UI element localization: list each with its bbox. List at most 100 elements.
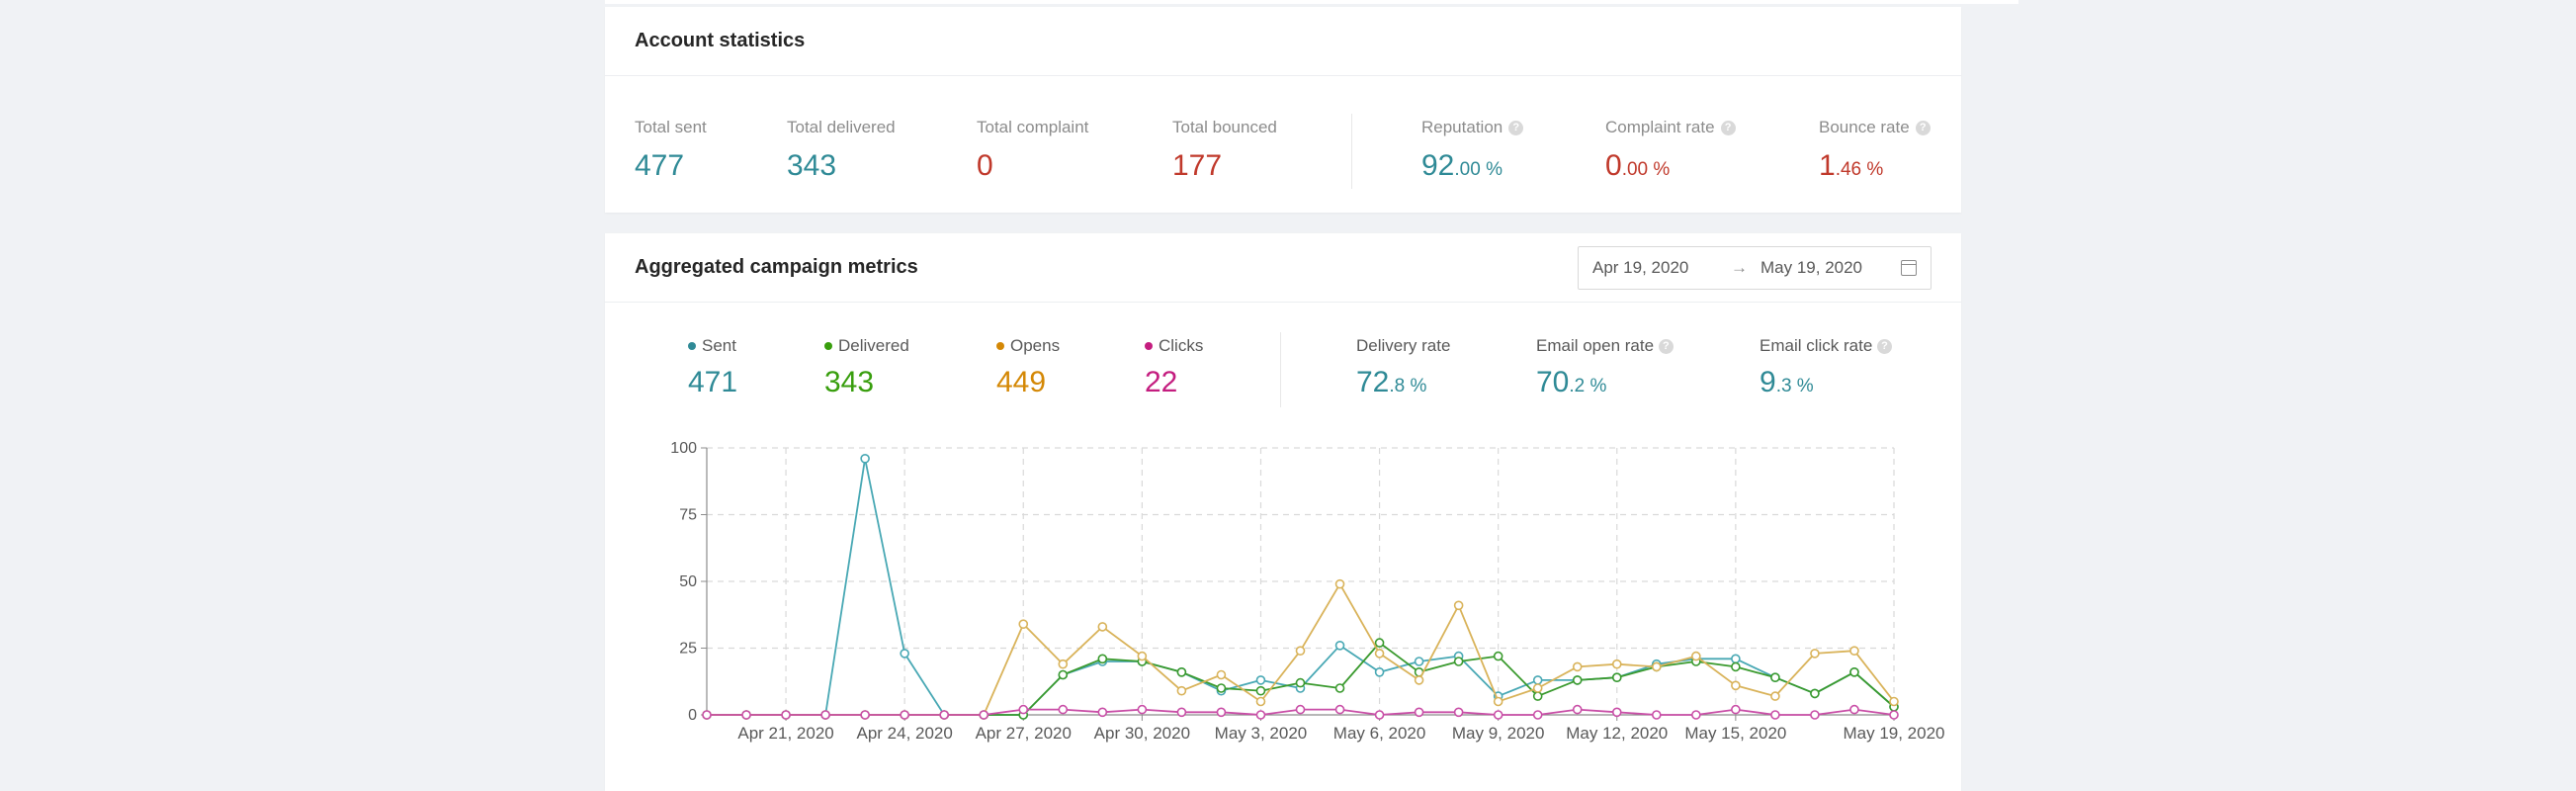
x-tick-label: Apr 27, 2020 bbox=[976, 724, 1072, 743]
x-tick-label: May 19, 2020 bbox=[1843, 724, 1944, 743]
y-tick-label: 75 bbox=[679, 507, 697, 524]
legend-delivered[interactable]: Delivered 343 bbox=[824, 336, 909, 399]
data-point-delivered bbox=[1731, 661, 1741, 672]
y-tick-label: 50 bbox=[679, 573, 697, 590]
data-point-clicks bbox=[1097, 707, 1108, 718]
help-icon[interactable]: ? bbox=[1915, 120, 1931, 135]
stat-label: Complaint rate ? bbox=[1605, 118, 1736, 137]
stat-total-delivered: Total delivered 343 bbox=[787, 118, 896, 183]
stat-value: 343 bbox=[787, 149, 837, 182]
data-point-opens bbox=[1453, 600, 1464, 611]
data-point-clicks bbox=[1334, 704, 1345, 715]
series-line-sent bbox=[707, 457, 1895, 716]
data-point-opens bbox=[1611, 659, 1622, 669]
chart-grid bbox=[707, 447, 1895, 715]
data-point-clicks bbox=[979, 710, 989, 720]
metric-email-click-rate: Email click rate ? 9.3 % bbox=[1760, 336, 1893, 399]
metric-label: Email click rate ? bbox=[1760, 336, 1893, 356]
campaign-line-chart[interactable]: 0 25 50 75 100 Apr 21, 2020 Apr 24, 2020 Apr 27… bbox=[605, 233, 1961, 791]
metric-value-frac: .2 % bbox=[1569, 376, 1607, 396]
data-point-delivered bbox=[1453, 657, 1464, 666]
help-icon[interactable]: ? bbox=[1877, 338, 1893, 354]
data-point-clicks bbox=[1810, 710, 1820, 720]
data-point-delivered bbox=[1295, 677, 1306, 688]
data-point-clicks bbox=[1216, 707, 1227, 718]
stat-label: Total bounced bbox=[1172, 118, 1277, 136]
legend-label: Clicks bbox=[1145, 336, 1203, 356]
stat-bounce-rate: Bounce rate ? 1.46 % bbox=[1819, 118, 1931, 183]
stat-value: 0.00 % bbox=[1605, 149, 1736, 183]
stat-label: Bounce rate ? bbox=[1819, 118, 1931, 137]
stat-value-int: 1 bbox=[1819, 149, 1836, 182]
stat-label-text: Bounce rate bbox=[1819, 118, 1910, 136]
metric-label-text: Email open rate bbox=[1536, 336, 1655, 355]
data-point-clicks bbox=[1453, 707, 1464, 718]
date-range-end[interactable]: May 19, 2020 bbox=[1760, 257, 1863, 277]
legend-dot-icon bbox=[824, 342, 832, 350]
legend-dot-icon bbox=[1145, 342, 1153, 350]
data-point-clicks bbox=[1532, 710, 1543, 720]
legend-label-text: Delivered bbox=[838, 336, 909, 355]
calendar-icon[interactable] bbox=[1901, 259, 1917, 276]
stat-label: Total delivered bbox=[787, 118, 896, 136]
metric-email-open-rate: Email open rate ? 70.2 % bbox=[1536, 336, 1674, 399]
metric-value: 70.2 % bbox=[1536, 366, 1674, 399]
date-range-arrow-icon: → bbox=[1731, 257, 1748, 277]
stat-value-frac: .00 % bbox=[1454, 159, 1503, 180]
legend-opens[interactable]: Opens 449 bbox=[996, 336, 1060, 399]
x-tick-label: May 6, 2020 bbox=[1333, 724, 1426, 743]
data-point-clicks bbox=[1731, 704, 1741, 715]
legend-sent[interactable]: Sent 471 bbox=[688, 336, 737, 399]
data-point-clicks bbox=[1414, 707, 1424, 718]
data-point-opens bbox=[1731, 680, 1741, 691]
chart-series bbox=[702, 454, 1899, 720]
data-point-clicks bbox=[1889, 710, 1899, 720]
data-point-clicks bbox=[1652, 710, 1662, 720]
metrics-divider bbox=[1280, 332, 1281, 407]
account-statistics-title: Account statistics bbox=[635, 30, 806, 51]
date-range-picker[interactable]: Apr 19, 2020 → May 19, 2020 bbox=[1578, 245, 1932, 290]
metric-value-frac: .8 % bbox=[1389, 376, 1427, 396]
data-point-opens bbox=[1770, 691, 1780, 701]
legend-label-text: Opens bbox=[1010, 336, 1061, 355]
metric-value: 72.8 % bbox=[1356, 366, 1450, 399]
data-point-clicks bbox=[1255, 710, 1266, 720]
data-point-sent bbox=[1334, 640, 1345, 651]
data-point-clicks bbox=[1770, 710, 1780, 720]
top-strip bbox=[605, 0, 2018, 4]
campaign-metrics-title: Aggregated campaign metrics bbox=[635, 256, 918, 278]
stat-value-int: 0 bbox=[1605, 149, 1622, 182]
data-point-opens bbox=[1255, 696, 1266, 707]
help-icon[interactable]: ? bbox=[1720, 120, 1736, 135]
help-icon[interactable]: ? bbox=[1508, 120, 1524, 135]
date-range-start[interactable]: Apr 19, 2020 bbox=[1592, 257, 1689, 277]
data-point-clicks bbox=[1611, 707, 1622, 718]
x-tick-label: Apr 24, 2020 bbox=[856, 724, 952, 743]
data-point-opens bbox=[1374, 649, 1385, 659]
data-point-sent bbox=[860, 454, 870, 464]
legend-label-text: Clicks bbox=[1159, 336, 1204, 355]
data-point-sent bbox=[900, 649, 909, 659]
legend-label: Sent bbox=[688, 336, 737, 356]
legend-clicks[interactable]: Clicks 22 bbox=[1145, 336, 1203, 399]
data-point-clicks bbox=[1691, 710, 1701, 720]
stat-value-frac: .46 % bbox=[1835, 159, 1884, 180]
stat-total-complaint: Total complaint 0 bbox=[977, 118, 1088, 183]
data-point-opens bbox=[1849, 646, 1859, 657]
help-icon[interactable]: ? bbox=[1658, 338, 1674, 354]
data-point-delivered bbox=[1770, 672, 1780, 683]
data-point-clicks bbox=[860, 710, 870, 720]
data-point-opens bbox=[1058, 659, 1069, 669]
stat-value: 177 bbox=[1172, 149, 1223, 182]
data-point-opens bbox=[1414, 675, 1424, 685]
data-point-opens bbox=[1176, 685, 1187, 696]
data-point-clicks bbox=[1176, 707, 1187, 718]
stat-label: Total complaint bbox=[977, 118, 1089, 136]
data-point-delivered bbox=[1176, 666, 1187, 677]
legend-value: 471 bbox=[688, 366, 738, 398]
stat-value: 1.46 % bbox=[1819, 149, 1931, 183]
stat-label-text: Reputation bbox=[1421, 118, 1503, 136]
data-point-sent bbox=[1414, 657, 1424, 666]
stat-value: 477 bbox=[635, 149, 685, 182]
stat-total-bounced: Total bounced 177 bbox=[1172, 118, 1277, 183]
